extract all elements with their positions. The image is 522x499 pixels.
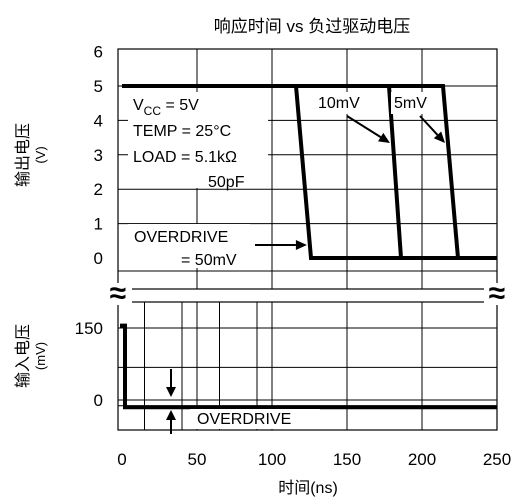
input-overdrive-note: OVERDRIVE xyxy=(190,409,320,429)
input-panel-frame xyxy=(117,301,498,431)
overdrive-50mv-arrowhead xyxy=(295,240,307,250)
output-y-tick-label: 0 xyxy=(94,249,103,268)
output-trace-5mv xyxy=(122,84,497,260)
output-y-label: 输出电压 xyxy=(14,123,32,187)
input-y-tick-label: 150 xyxy=(75,319,103,338)
chart-title: 响应时间 vs 负过驱动电压 xyxy=(214,17,410,36)
output-y-ticks: 6 5 4 3 2 1 0 xyxy=(94,43,103,268)
output-panel-frame xyxy=(117,48,498,290)
x-tick-label: 200 xyxy=(408,450,436,469)
arrow-10mv xyxy=(346,115,382,138)
x-tick-label: 0 xyxy=(117,450,126,469)
label-10mv-group: 10mV xyxy=(314,92,372,114)
condition-load: LOAD = 5.1kΩ xyxy=(133,149,237,166)
x-tick-label: 150 xyxy=(333,450,361,469)
output-y-tick-label: 2 xyxy=(94,180,103,199)
arrow-5mv xyxy=(419,115,439,136)
output-y-tick-label: 5 xyxy=(94,77,103,96)
axis-break-marks: ≈ ≈ xyxy=(104,277,512,310)
overdrive-up-arrowhead xyxy=(166,410,176,420)
series xyxy=(120,84,497,410)
axis-break-right: ≈ xyxy=(489,277,505,310)
conditions-box: VCC = 5V TEMP = 25°C LOAD = 5.1kΩ 50pF xyxy=(128,92,268,191)
output-y-tick-label: 3 xyxy=(94,146,103,165)
x-tick-label: 50 xyxy=(188,450,207,469)
output-y-tick-label: 1 xyxy=(94,215,103,234)
input-y-label: 输入电压 xyxy=(14,324,32,388)
arrowhead-10mv xyxy=(378,132,390,143)
overdrive-note-line2: = 50mV xyxy=(181,252,237,269)
input-y-tick-label: 0 xyxy=(94,391,103,410)
x-tick-label: 100 xyxy=(258,450,286,469)
x-tick-label: 250 xyxy=(483,450,511,469)
output-y-tick-label: 4 xyxy=(94,111,103,130)
output-y-tick-label: 6 xyxy=(94,43,103,62)
input-trace xyxy=(120,323,497,410)
label-5mv-group: 5mV xyxy=(391,92,437,114)
overdrive-50mv-note: OVERDRIVE = 50mV xyxy=(128,224,250,269)
input-overdrive-label: OVERDRIVE xyxy=(197,411,291,428)
overdrive-note-line1: OVERDRIVE xyxy=(134,229,228,246)
x-axis-label: 时间(ns) xyxy=(278,479,338,497)
output-y-unit: (V) xyxy=(33,146,48,163)
condition-temp: TEMP = 25°C xyxy=(133,123,231,140)
overdrive-down-arrowhead xyxy=(166,387,176,397)
x-ticks: 0 50 100 150 200 250 xyxy=(117,450,511,469)
condition-cap: 50pF xyxy=(208,174,245,191)
label-10mv: 10mV xyxy=(318,95,360,112)
label-5mv: 5mV xyxy=(394,95,427,112)
axis-break-left: ≈ xyxy=(110,277,126,310)
arrowhead-5mv xyxy=(433,131,445,143)
input-y-unit: (mV) xyxy=(33,342,48,370)
input-overdrive-arrows xyxy=(166,369,176,434)
